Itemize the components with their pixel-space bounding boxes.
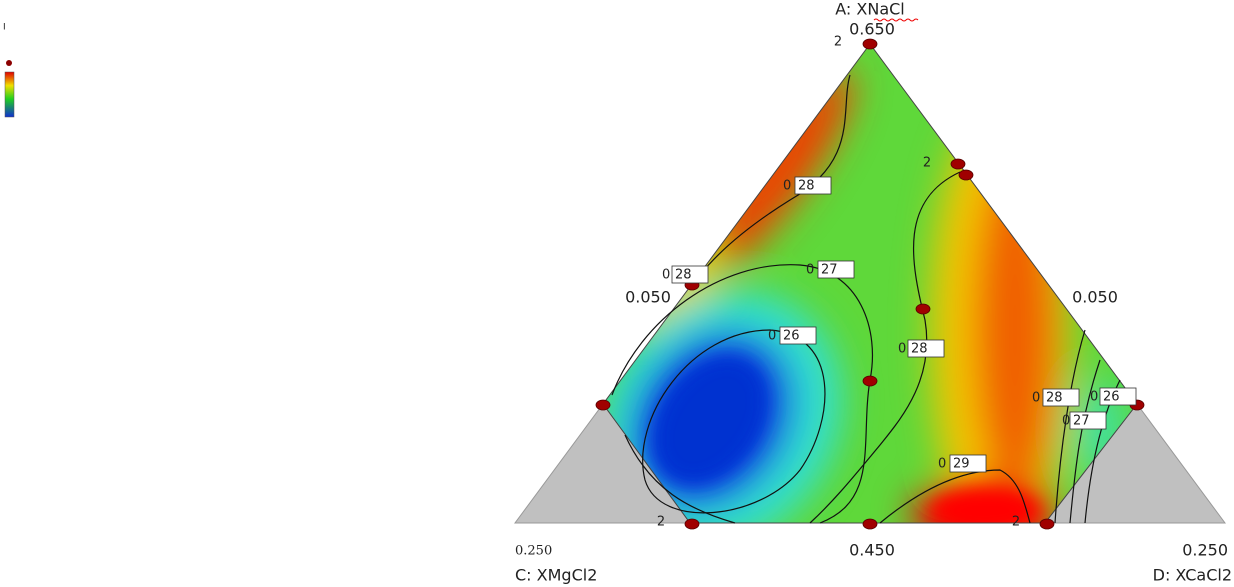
design-point	[862, 518, 878, 530]
design-point	[862, 375, 878, 387]
legend-dot	[6, 60, 12, 66]
contour-label: 27	[1073, 414, 1090, 429]
bottom-mid-value: 0.450	[849, 541, 895, 560]
contour-line	[611, 264, 874, 524]
contour-label: 28	[1046, 391, 1063, 406]
contour-label-prefix: 0	[898, 342, 906, 357]
spellcheck-underline	[873, 18, 919, 22]
contour-line	[699, 74, 851, 276]
right-side-value: 0.050	[1072, 288, 1118, 307]
replicate-count: 2	[834, 35, 842, 50]
contour-label-prefix: 0	[1062, 414, 1070, 429]
contour-label: 27	[821, 263, 838, 278]
design-point	[915, 303, 931, 315]
left-side-value: 0.050	[625, 288, 671, 307]
design-point	[595, 399, 611, 411]
contour-label-box	[779, 326, 817, 345]
design-point	[958, 169, 974, 181]
contour-label-box	[671, 265, 709, 284]
design-point	[1039, 518, 1055, 530]
contour-label: 26	[1103, 390, 1120, 405]
contour-label: 28	[675, 268, 692, 283]
contour-line	[879, 469, 1031, 524]
bottom-right-value: 0.250	[1182, 541, 1228, 560]
contour-label-prefix: 0	[783, 179, 791, 194]
contour-label-box	[1099, 387, 1137, 406]
contour-line	[1069, 359, 1101, 524]
replicate-count: 2	[657, 515, 665, 530]
contour-label: 28	[911, 342, 928, 357]
design-point	[684, 518, 700, 530]
contour-label-prefix: 0	[806, 263, 814, 278]
design-point	[862, 38, 878, 50]
contour-label-prefix: 0	[768, 329, 776, 344]
contour-line	[642, 329, 826, 514]
contour-label-prefix: 0	[1090, 390, 1098, 405]
legend-mark: I	[3, 23, 6, 33]
contour-line	[624, 434, 736, 524]
bottom-left-value: 0.250	[515, 544, 552, 559]
contour-line	[1054, 329, 1086, 524]
contour-label-box	[949, 454, 987, 473]
replicate-count: 2	[1012, 515, 1020, 530]
contour-label-prefix: 0	[938, 457, 946, 472]
apex-value: 0.650	[849, 20, 895, 39]
contour-label: 28	[798, 179, 815, 194]
contour-label-box	[817, 260, 855, 279]
apex-label: A: XNaCl	[835, 0, 905, 19]
contour-label-prefix: 0	[1032, 391, 1040, 406]
right-label: D: XCaCl2	[1153, 566, 1232, 585]
contour-label-box	[1042, 388, 1080, 407]
contour-label-prefix: 0	[662, 268, 670, 283]
legend-colorbar	[4, 71, 15, 118]
replicate-count: 2	[923, 156, 931, 171]
contour-label: 29	[953, 457, 970, 472]
contour-label-box	[794, 176, 832, 195]
contour-line	[809, 171, 961, 524]
design-point	[950, 158, 966, 170]
left-label: C: XMgCl2	[515, 566, 597, 585]
contour-label-box	[1069, 411, 1107, 430]
contour-label-box	[907, 339, 945, 358]
contour-label: 26	[783, 329, 800, 344]
